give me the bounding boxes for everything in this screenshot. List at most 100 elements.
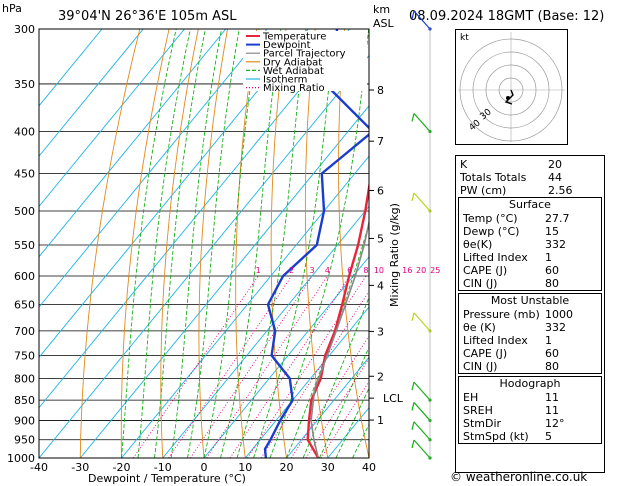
datetime-title: 08.09.2024 18GMT (Base: 12) (409, 9, 604, 24)
dry-adiabat-line (198, 29, 228, 458)
surface-title: Surface (509, 198, 551, 211)
legend-entry: Mixing Ratio (263, 83, 325, 94)
pressure-tick-label: 750 (14, 349, 35, 362)
most-unstable-row: Lifted Index 1 (459, 334, 601, 347)
temperature-tick-label: 20 (280, 461, 294, 474)
wet-adiabat-line (154, 29, 206, 458)
wet-adiabat-line (203, 29, 260, 458)
most-unstable-label: Lifted Index (463, 334, 528, 347)
mixing-ratio-line (247, 275, 367, 458)
mixing-ratio-line (132, 275, 259, 458)
hodograph-stat-row: StmDir 12° (459, 417, 601, 430)
hodograph-stat-row: SREH 11 (459, 404, 601, 417)
hodo-kt-label: kt (460, 33, 469, 43)
mixing-ratio-line (206, 275, 328, 458)
pressure-tick-label: 400 (14, 126, 35, 139)
hodograph-stat-label: SREH (463, 404, 493, 417)
index-label: PW (cm) (460, 184, 507, 197)
wind-barb (413, 192, 431, 212)
surface-row: Lifted Index 1 (459, 251, 601, 264)
credit-text: © weatheronline.co.uk (450, 470, 588, 484)
wet-adiabat-line (137, 29, 191, 458)
most-unstable-value: 80 (545, 360, 559, 373)
most-unstable-box: Most Unstable Pressure (mb) 1000 θe (K) 332… (458, 293, 602, 374)
indices-section: K 20 Totals Totals 44 PW (cm) 2.56 (456, 158, 604, 197)
mixing-ratio-line (229, 275, 350, 458)
surface-row: θe(K) 332 (459, 238, 601, 251)
most-unstable-label: Pressure (mb) (463, 308, 540, 321)
mixing-ratio-label: 2 (289, 266, 294, 275)
index-value: 44 (548, 171, 562, 184)
km-tick-label: 1 (377, 414, 384, 427)
mixing-ratio-line (168, 275, 292, 458)
index-label: K (460, 158, 468, 171)
temperature-tick-label: -10 (154, 461, 172, 474)
pressure-tick-label: 700 (14, 325, 35, 338)
pressure-tick-label: 900 (14, 414, 35, 427)
dry-adiabat-line (304, 29, 329, 458)
surface-value: 1 (545, 251, 552, 264)
surface-label: Dewp (°C) (463, 225, 520, 238)
isotherm-line (39, 29, 103, 107)
stats-panel: K 20 Totals Totals 44 PW (cm) 2.56 Surface Te… (455, 155, 605, 473)
km-tick-label: 5 (377, 232, 384, 245)
plot-frame (38, 28, 370, 459)
surface-label: Lifted Index (463, 251, 528, 264)
lcl-label: LCL (383, 392, 404, 405)
km-label: km (373, 3, 390, 16)
dewpoint-line (263, 29, 369, 458)
km-tick-label: 3 (377, 325, 384, 338)
pressure-tick-label: 600 (14, 270, 35, 283)
hpa-label: hPa (2, 2, 22, 15)
most-unstable-row: θe (K) 332 (459, 321, 601, 334)
mixing-ratio-label: 4 (325, 266, 330, 275)
temperature-tick-label: 10 (238, 461, 252, 474)
index-row: PW (cm) 2.56 (456, 184, 604, 197)
wind-barb (413, 439, 431, 459)
mixing-ratio-label: 8 (363, 266, 368, 275)
legend-entry: Dry Adiabat (263, 57, 322, 68)
wet-adiabat-line (236, 29, 307, 458)
dry-adiabat-line (402, 29, 452, 458)
asl-label: ASL (373, 17, 395, 30)
temperature-tick-label: -30 (71, 461, 89, 474)
pressure-tick-label: 450 (14, 167, 35, 180)
hodograph-stat-row: StmSpd (kt) 5 (459, 430, 601, 443)
index-value: 20 (548, 158, 562, 171)
pressure-tick-label: 500 (14, 205, 35, 218)
mixing-ratio-line (190, 275, 313, 458)
isotherm-line (162, 205, 369, 458)
wet-adiabat-line (187, 29, 240, 458)
wind-barb (413, 113, 431, 132)
pressure-tick-label: 650 (14, 299, 35, 312)
isotherm-line (79, 105, 369, 458)
wet-adiabat-line (170, 29, 223, 458)
surface-box: Surface Temp (°C) 27.7 Dewp (°C) 15 θe(K) 332… (458, 197, 602, 291)
surface-value: 60 (545, 264, 559, 277)
temperature-tick-label: -40 (30, 461, 48, 474)
mixing-ratio-label: 6 (347, 266, 352, 275)
hodograph-stat-value: 12° (545, 417, 565, 430)
pressure-tick-label: 350 (14, 78, 35, 91)
surface-row: CAPE (J) 60 (459, 264, 601, 277)
most-unstable-label: CAPE (J) (463, 347, 508, 360)
mixing-ratio-label: 3 (310, 266, 315, 275)
wet-adiabat-line (335, 387, 369, 458)
parcel-trajectory-line (310, 218, 369, 458)
wind-barb-flag (411, 381, 415, 391)
surface-value: 332 (545, 238, 566, 251)
isotherm-line (39, 29, 144, 157)
km-tick-label: 2 (377, 370, 384, 383)
legend-entry: Wet Adiabat (263, 66, 324, 77)
pressure-tick-label: 950 (14, 434, 35, 447)
dry-adiabat-line (120, 29, 170, 458)
legend-entry: Parcel Trajectory (263, 49, 346, 60)
most-unstable-label: θe (K) (463, 321, 496, 334)
hodograph-stat-label: EH (463, 391, 479, 404)
wet-adiabat-line (319, 346, 369, 458)
temperature-tick-label: 30 (321, 461, 335, 474)
index-value: 2.56 (548, 184, 573, 197)
wind-barb (413, 402, 431, 421)
dry-adiabat-line (608, 29, 629, 458)
